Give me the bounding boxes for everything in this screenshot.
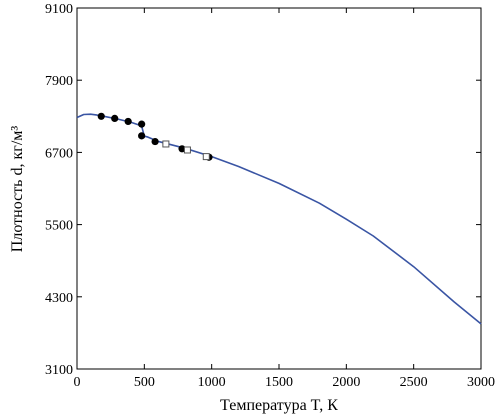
series-layer xyxy=(76,112,482,325)
x-tick-label: 500 xyxy=(134,375,155,390)
x-tick-label: 0 xyxy=(74,375,81,390)
open-square-point xyxy=(162,140,170,148)
x-axis-label: Температура T, К xyxy=(220,397,338,414)
y-tick-label: 7900 xyxy=(45,74,73,89)
y-tick-labels: 3100 4300 5500 6700 7900 9100 xyxy=(45,2,73,378)
filled-circle-point xyxy=(138,120,146,128)
filled-circle-point xyxy=(178,145,186,153)
x-tick-label: 2000 xyxy=(332,375,360,390)
x-tick-labels: 0 500 1000 1500 2000 2500 3000 xyxy=(74,375,496,390)
y-tick-label: 9100 xyxy=(45,2,73,17)
tick-marks xyxy=(76,7,482,370)
y-tick-label: 6700 xyxy=(45,146,73,161)
filled-circle-point xyxy=(111,114,119,123)
y-tick-label: 3100 xyxy=(45,363,73,378)
filled-circle-point xyxy=(124,117,132,126)
x-tick-label: 1500 xyxy=(265,375,293,390)
x-tick-label: 2500 xyxy=(400,375,428,390)
open-square-point xyxy=(202,153,210,161)
filled-circle-point xyxy=(138,132,146,140)
x-tick-label: 3000 xyxy=(467,375,495,390)
x-tick-label: 1000 xyxy=(198,375,226,390)
plot-frame xyxy=(76,7,482,370)
series-line xyxy=(76,113,482,325)
y-axis-label: Плотность d, кг/м³ xyxy=(9,126,26,253)
filled-circle-point xyxy=(97,112,105,120)
open-square-point xyxy=(183,146,191,154)
filled-circle-point xyxy=(151,137,159,146)
y-tick-label: 4300 xyxy=(45,291,73,306)
y-tick-label: 5500 xyxy=(45,219,73,234)
